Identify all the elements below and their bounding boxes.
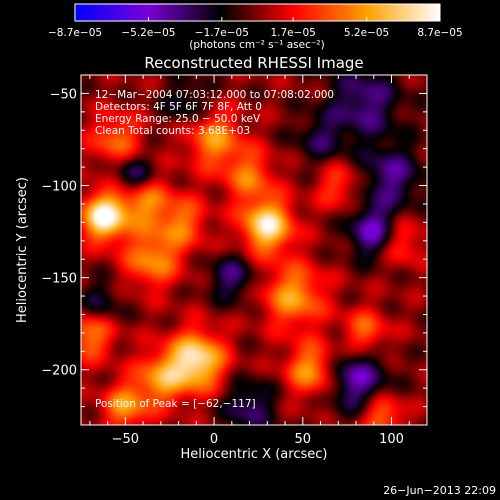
x-axis-title: Heliocentric X (arcsec) xyxy=(181,447,328,462)
annotation-energy: Energy Range: 25.0 − 50.0 keV xyxy=(95,113,261,125)
x-axis-ticks xyxy=(89,75,428,425)
x-tick-label: 0 xyxy=(210,432,218,447)
annotation-detectors: Detectors: 4F 5F 6F 7F 8F, Att 0 xyxy=(95,101,262,113)
y-tick-label: −150 xyxy=(41,272,77,287)
plot-title: Reconstructed RHESSI Image xyxy=(144,54,363,72)
colorbar-tick-label: −8.7e−05 xyxy=(48,27,102,39)
annotations: 12−Mar−2004 07:03:12.000 to 07:08:02.000… xyxy=(95,89,334,410)
colorbar-gradient xyxy=(74,3,441,22)
x-tick-label: 50 xyxy=(295,432,312,447)
y-tick-label: −100 xyxy=(41,180,77,195)
y-axis-tick-labels: −50 −100 −150 −200 xyxy=(41,87,77,378)
colorbar: −8.7e−05 −5.2e−05 −1.7e−05 1.7e−05 5.2e−05 8.… xyxy=(48,3,463,51)
heatmap-canvas xyxy=(81,75,427,425)
y-tick-label: −50 xyxy=(50,87,77,102)
y-axis-title: Heliocentric Y (arcsec) xyxy=(15,177,30,323)
footer-date: 26−Jun−2013 22:09 xyxy=(383,484,496,497)
colorbar-tick-labels: −8.7e−05 −5.2e−05 −1.7e−05 1.7e−05 5.2e−05 8.… xyxy=(48,27,463,39)
plot-frame xyxy=(80,74,428,426)
annotation-clean: Clean Total counts: 3.68E+03 xyxy=(95,125,250,137)
y-axis-ticks xyxy=(81,74,427,426)
colorbar-ticks xyxy=(74,17,441,21)
x-tick-label: −50 xyxy=(112,432,139,447)
x-axis-tick-labels: −50 0 50 100 xyxy=(112,432,404,447)
annotation-time: 12−Mar−2004 07:03:12.000 to 07:08:02.000 xyxy=(95,89,334,101)
y-tick-label: −200 xyxy=(41,364,77,379)
heatmap-area xyxy=(81,75,427,425)
colorbar-tick-label: −5.2e−05 xyxy=(121,27,175,39)
colorbar-tick-label: 8.7e−05 xyxy=(417,27,462,39)
colorbar-tick-label: −1.7e−05 xyxy=(195,27,249,39)
colorbar-tick-label: 5.2e−05 xyxy=(344,27,389,39)
colorbar-tick-label: 1.7e−05 xyxy=(270,27,315,39)
annotation-peak: Position of Peak = [−62,−117] xyxy=(95,398,256,410)
x-tick-label: 100 xyxy=(379,432,404,447)
colorbar-unit-label: (photons cm⁻² s⁻¹ asec⁻²) xyxy=(189,39,324,51)
